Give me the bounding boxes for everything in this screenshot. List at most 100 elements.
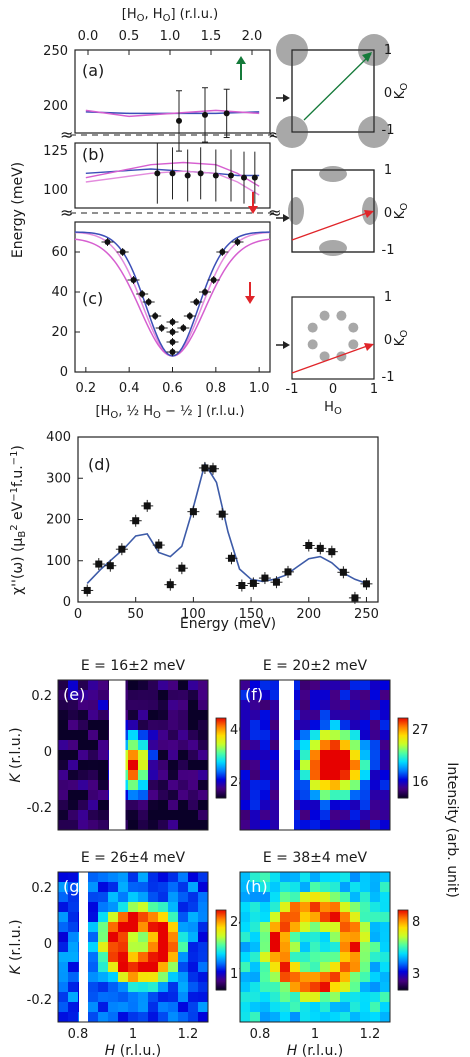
heatmap-cell bbox=[178, 972, 189, 983]
heatmap-cell bbox=[128, 962, 139, 973]
heatmap-cell bbox=[260, 1002, 271, 1013]
colorbar-step bbox=[216, 944, 226, 947]
heatmap-cell bbox=[240, 680, 251, 691]
curves-b bbox=[85, 161, 260, 196]
heatmap-cell bbox=[58, 982, 69, 993]
heatmap-cell bbox=[178, 770, 189, 781]
heatmap-cell bbox=[310, 952, 321, 963]
colorbar-step bbox=[398, 966, 408, 969]
heatmap-cell bbox=[128, 872, 139, 883]
heatmap-cell bbox=[330, 820, 341, 831]
heatmap-cell bbox=[300, 992, 311, 1003]
colorbar-step bbox=[398, 784, 408, 787]
heatmap-cell bbox=[290, 820, 301, 831]
inset-bz-3: 1 0 -1 KO -1 0 1 HO bbox=[276, 290, 410, 417]
colorbar-step bbox=[398, 768, 408, 771]
heatmap-cell bbox=[168, 820, 179, 831]
heatmap-cell bbox=[380, 1012, 391, 1023]
heatmap-cell bbox=[320, 740, 331, 751]
heatmap-cell bbox=[360, 892, 371, 903]
heatmap-cell bbox=[88, 1002, 99, 1013]
heatmap-cell bbox=[98, 962, 109, 973]
heatmap-cell bbox=[350, 872, 361, 883]
heatmap-cell bbox=[250, 760, 261, 771]
colorbar-step bbox=[216, 950, 226, 953]
heatmap-cell bbox=[198, 1002, 209, 1013]
data-point bbox=[241, 174, 247, 181]
data-point bbox=[272, 578, 280, 586]
heatmap-cell bbox=[98, 710, 109, 721]
inset-ytick: 1 bbox=[384, 290, 392, 305]
heatmap-cell bbox=[148, 810, 159, 821]
heatmap-cell bbox=[58, 1012, 69, 1023]
colorbar-step bbox=[398, 750, 408, 753]
heatmap-cell bbox=[128, 700, 139, 711]
data-point bbox=[169, 319, 176, 325]
heatmap-cell bbox=[188, 710, 199, 721]
heatmap-cell bbox=[58, 690, 69, 701]
heatmap-cell bbox=[128, 800, 139, 811]
heatmap-cell bbox=[188, 952, 199, 963]
heatmap-cell bbox=[168, 740, 179, 751]
colorbar-step bbox=[398, 950, 408, 953]
colorbar-step bbox=[216, 724, 226, 727]
heatmap-cell bbox=[250, 710, 261, 721]
heatmap-cell bbox=[270, 790, 281, 801]
heatmap-cell bbox=[260, 730, 271, 741]
heatmap-cell bbox=[310, 992, 321, 1003]
heatmap-cell bbox=[320, 872, 331, 883]
heatmap-cell bbox=[310, 730, 321, 741]
heatmap-cell bbox=[360, 902, 371, 913]
heatmap-cell bbox=[370, 800, 381, 811]
data-point bbox=[219, 249, 226, 255]
heatmap-cell bbox=[290, 1012, 301, 1023]
colorbar-step bbox=[398, 796, 408, 799]
heatmap-cell bbox=[370, 932, 381, 943]
data-point bbox=[186, 313, 193, 319]
heatmap-cell bbox=[198, 750, 209, 761]
heatmap-cell bbox=[330, 720, 341, 731]
heatmap-ytick: 0.2 bbox=[31, 689, 52, 704]
heatmap-ylabel: K (r.l.u.) bbox=[8, 727, 24, 782]
data-point bbox=[158, 325, 165, 331]
heatmap-cell bbox=[280, 922, 291, 933]
colorbar-step bbox=[216, 956, 226, 959]
heatmap-cell bbox=[88, 932, 99, 943]
heatmap-cell bbox=[178, 740, 189, 751]
heatmap-cell bbox=[290, 680, 301, 691]
heatmap-cell bbox=[88, 730, 99, 741]
heatmap-cell bbox=[138, 892, 149, 903]
heatmap-cell bbox=[88, 902, 99, 913]
heatmap-cell bbox=[188, 982, 199, 993]
heatmap-cell bbox=[250, 962, 261, 973]
heatmap-cell bbox=[360, 982, 371, 993]
heatmap-cell bbox=[240, 872, 251, 883]
heatmap-cell bbox=[68, 740, 79, 751]
heatmap-cell bbox=[350, 780, 361, 791]
colorbar-step bbox=[398, 724, 408, 727]
colorbar-step bbox=[216, 988, 226, 991]
xticks-c: 0.2 0.4 0.6 0.8 1.0 bbox=[75, 367, 270, 396]
xtick-c: 0.4 bbox=[119, 381, 140, 396]
heatmap-cell bbox=[138, 922, 149, 933]
colorbar-step bbox=[216, 924, 226, 927]
data-point bbox=[210, 277, 217, 283]
heatmap-cell bbox=[88, 992, 99, 1003]
heatmap-cell bbox=[250, 780, 261, 791]
heatmap-cell bbox=[168, 710, 179, 721]
colorbar-step bbox=[216, 790, 226, 793]
heatmap-cell bbox=[88, 810, 99, 821]
data-point bbox=[202, 111, 208, 118]
heatmap-cell bbox=[350, 690, 361, 701]
heatmap-cell bbox=[128, 780, 139, 791]
heatmap-cell bbox=[310, 690, 321, 701]
colorbar-step bbox=[216, 782, 226, 785]
heatmap-cell bbox=[138, 750, 149, 761]
heatmap-cell bbox=[98, 680, 109, 691]
heatmap-cell bbox=[198, 942, 209, 953]
colorbar-tick: 8 bbox=[412, 915, 420, 930]
inset-pointer-head bbox=[283, 214, 290, 222]
heatmap-cell bbox=[370, 1012, 381, 1023]
heatmap-cell bbox=[340, 972, 351, 983]
heatmap-cell bbox=[240, 912, 251, 923]
